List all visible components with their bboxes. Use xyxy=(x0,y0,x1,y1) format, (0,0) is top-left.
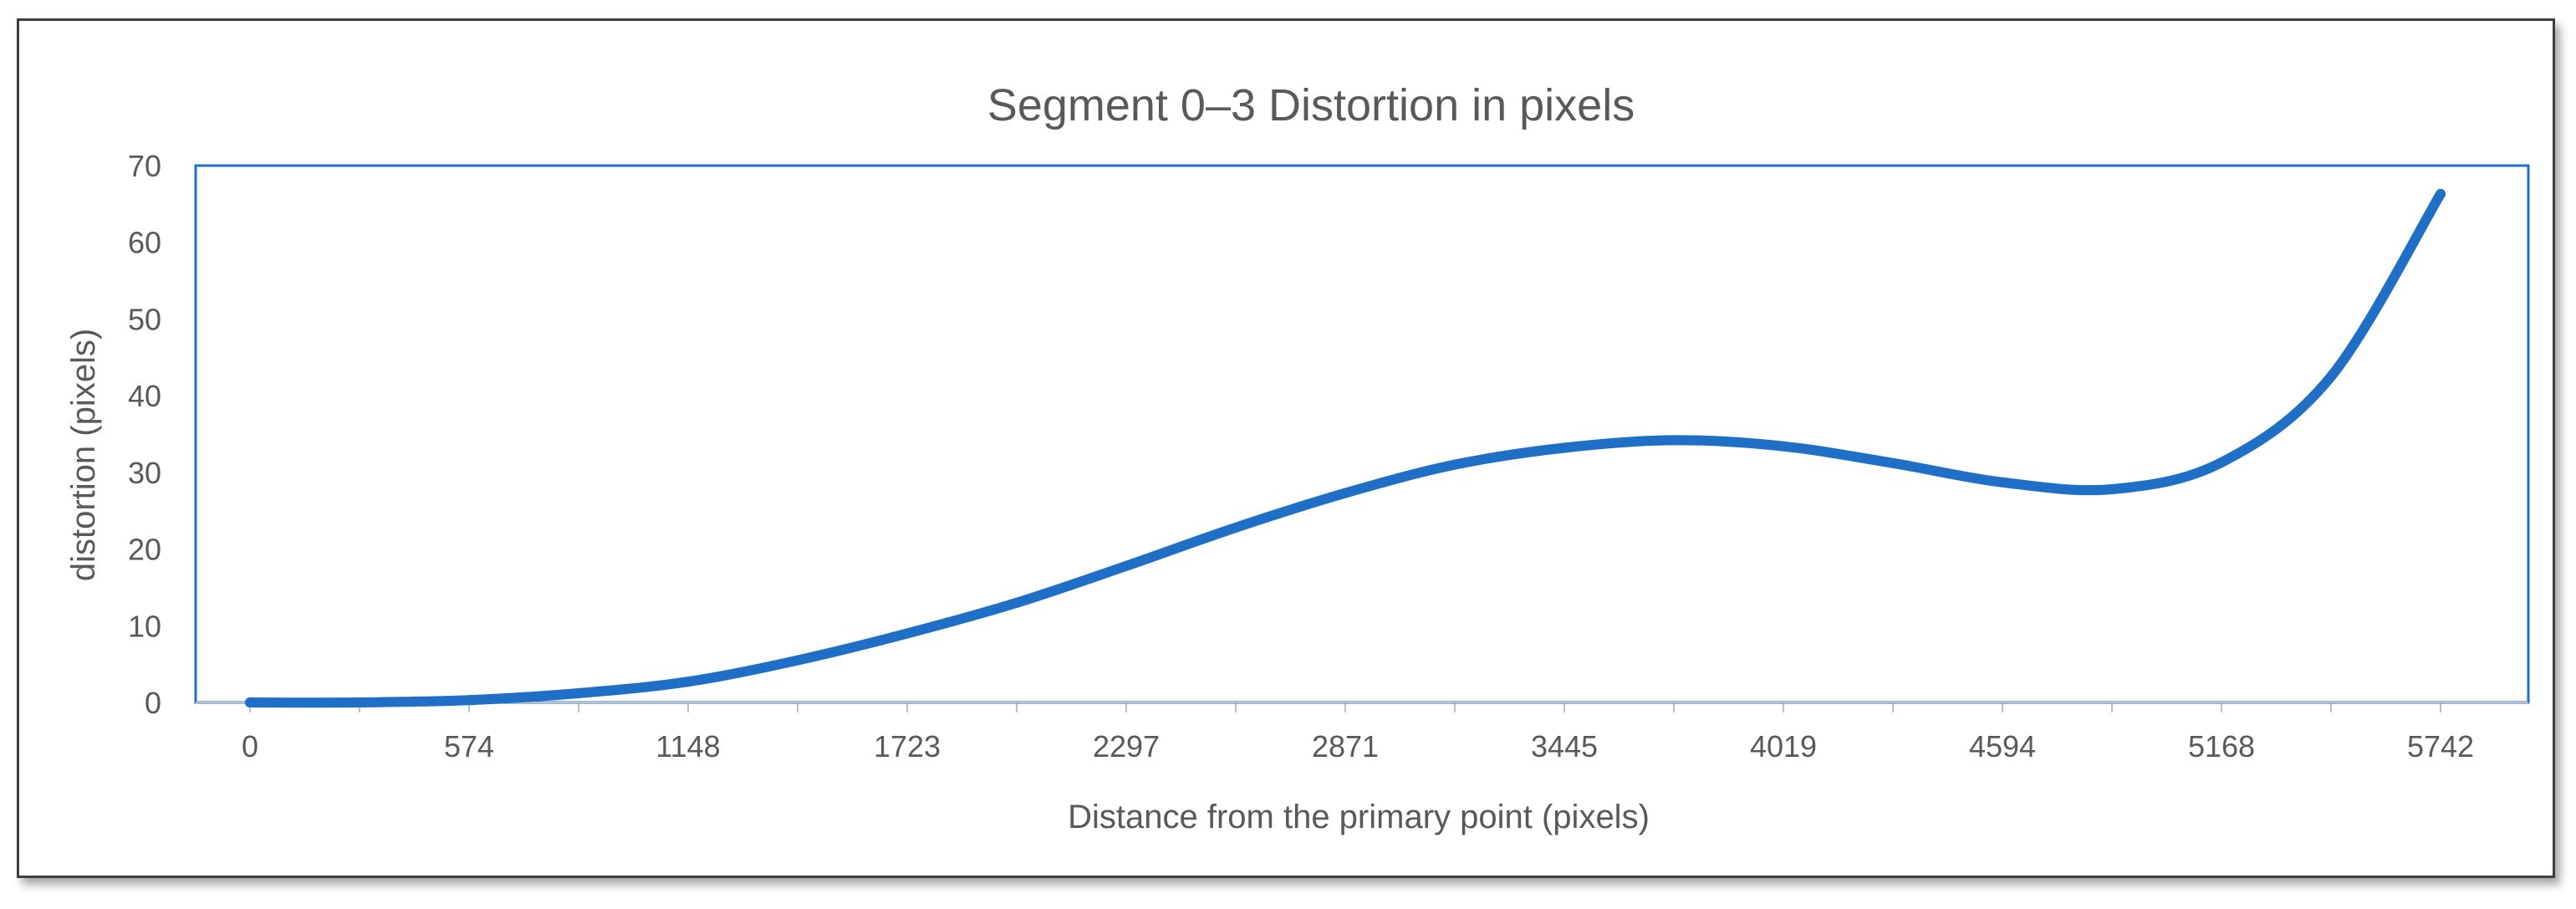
data-point xyxy=(1888,457,1899,468)
data-point xyxy=(354,697,365,707)
y-tick-label: 20 xyxy=(128,533,161,567)
data-point xyxy=(1449,459,1460,470)
y-tick-label: 40 xyxy=(128,379,161,413)
data-point xyxy=(1012,597,1023,608)
x-tick-label: 0 xyxy=(242,729,258,763)
y-tick-label: 10 xyxy=(128,609,161,643)
data-point xyxy=(463,695,474,706)
y-tick-label: 60 xyxy=(128,226,161,260)
distortion-line-chart: Segment 0–3 Distortion in pixels 0 10 20 30… xyxy=(65,80,2530,835)
x-tick-label: 2871 xyxy=(1312,729,1379,763)
x-axis-label: Distance from the primary point (pixels) xyxy=(1068,799,1650,835)
data-point xyxy=(1997,477,2008,488)
x-tick-label: 574 xyxy=(444,729,494,763)
x-tick-label: 4594 xyxy=(1969,729,2036,763)
y-tick-label: 50 xyxy=(128,302,161,336)
data-point xyxy=(793,655,803,666)
x-tick-label: 1723 xyxy=(874,729,941,763)
chart-frame: Segment 0–3 Distortion in pixels 0 10 20 30… xyxy=(17,18,2555,878)
data-point xyxy=(1668,435,1679,446)
chart-title: Segment 0–3 Distortion in pixels xyxy=(987,80,1635,130)
data-point xyxy=(1340,488,1350,498)
data-point xyxy=(1778,441,1788,452)
x-tick-label: 5742 xyxy=(2407,729,2474,763)
x-tick-label: 5168 xyxy=(2188,729,2255,763)
y-tick-label: 0 xyxy=(145,686,161,720)
data-point xyxy=(1121,560,1132,571)
data-point xyxy=(2216,457,2227,467)
data-point xyxy=(245,697,255,707)
y-axis-label: distortion (pixels) xyxy=(65,329,102,581)
y-tick-label: 30 xyxy=(128,456,161,490)
x-tick-label: 3445 xyxy=(1531,729,1598,763)
data-point xyxy=(902,628,913,639)
data-point xyxy=(2326,371,2337,382)
x-tick-label: 1148 xyxy=(655,729,720,763)
x-tick-label: 2297 xyxy=(1093,729,1160,763)
data-point xyxy=(682,677,693,687)
y-axis-ticks: 0 10 20 30 40 50 60 70 xyxy=(128,149,161,720)
x-tick-label: 4019 xyxy=(1750,729,1817,763)
distortion-series-line xyxy=(245,188,2446,708)
data-point xyxy=(2107,484,2118,495)
data-point xyxy=(1231,522,1242,533)
data-point xyxy=(1558,442,1569,453)
x-axis-ticks: 0 574 1148 1723 2297 2871 3445 4019 4594 5168 5742 xyxy=(242,702,2474,763)
data-point xyxy=(573,687,584,698)
plot-area-border xyxy=(194,164,2530,704)
y-tick-label: 70 xyxy=(128,149,161,183)
data-point xyxy=(2436,188,2446,199)
